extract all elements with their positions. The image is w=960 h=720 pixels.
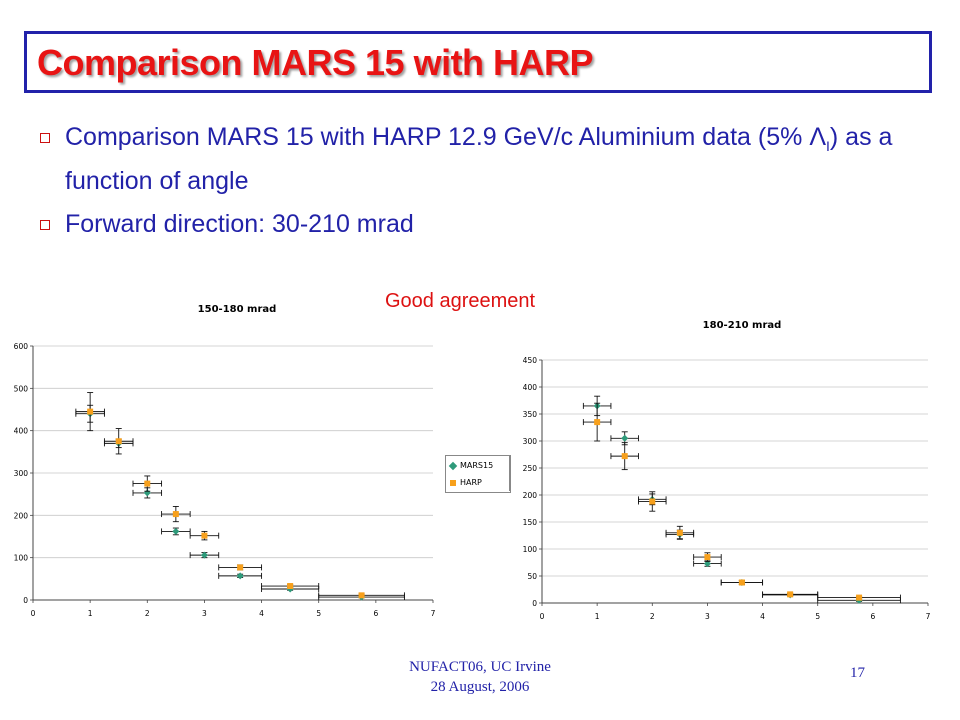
y-tick-label: 250 xyxy=(523,464,538,473)
x-tick-label: 7 xyxy=(926,612,931,621)
y-tick-label: 500 xyxy=(14,384,29,393)
x-tick-label: 4 xyxy=(760,612,765,621)
y-tick-label: 400 xyxy=(14,427,29,436)
y-tick-label: 0 xyxy=(532,599,537,608)
lambda-subscript: I xyxy=(826,138,830,154)
data-point-harp xyxy=(621,453,628,460)
data-point-mars15 xyxy=(236,572,244,580)
square-bullet-icon xyxy=(40,133,50,143)
y-tick-label: 200 xyxy=(14,511,29,520)
y-tick-label: 150 xyxy=(523,518,538,527)
bullet-list: Comparison MARS 15 with HARP 12.9 GeV/c … xyxy=(40,120,940,250)
data-point-harp xyxy=(237,564,244,571)
y-tick-label: 350 xyxy=(523,410,538,419)
y-tick-label: 300 xyxy=(14,469,29,478)
data-point-harp xyxy=(649,498,656,505)
data-point-harp xyxy=(115,438,122,445)
x-tick-label: 2 xyxy=(650,612,655,621)
slide-title: Comparison MARS 15 with HARP xyxy=(37,42,594,83)
data-point-harp xyxy=(201,532,208,539)
bullet-text-after: ) as a function of angle xyxy=(65,123,893,195)
data-point-harp xyxy=(172,511,179,518)
x-tick-label: 1 xyxy=(595,612,600,621)
y-tick-label: 0 xyxy=(23,596,28,605)
legend-label-mars15: MARS15 xyxy=(460,461,494,470)
data-point-harp xyxy=(738,579,745,586)
title-box: Comparison MARS 15 with HARP xyxy=(24,31,932,93)
data-point-harp xyxy=(287,583,294,590)
page-number: 17 xyxy=(850,665,865,681)
y-tick-label: 600 xyxy=(14,342,29,351)
data-point-harp xyxy=(787,591,794,598)
footer-date: 28 August, 2006 xyxy=(430,679,530,695)
y-tick-label: 450 xyxy=(523,356,538,365)
x-tick-label: 0 xyxy=(540,612,545,621)
footer-conference: NUFACT06, UC Irvine xyxy=(409,659,551,675)
bullet-item: Comparison MARS 15 with HARP 12.9 GeV/c … xyxy=(40,120,940,199)
square-bullet-icon xyxy=(40,220,50,230)
x-tick-label: 1 xyxy=(88,609,93,618)
legend-marker-harp xyxy=(450,480,456,486)
data-point-mars15 xyxy=(621,434,629,442)
x-tick-label: 2 xyxy=(145,609,150,618)
legend-divider xyxy=(509,455,512,491)
bullet-item: Forward direction: 30-210 mrad xyxy=(40,207,940,242)
chart-title: 180-210 mrad xyxy=(703,320,782,331)
x-tick-label: 6 xyxy=(373,609,378,618)
x-tick-label: 5 xyxy=(316,609,321,618)
y-tick-label: 50 xyxy=(527,572,537,581)
y-tick-label: 300 xyxy=(523,437,538,446)
data-point-harp xyxy=(87,408,94,415)
y-tick-label: 200 xyxy=(523,491,538,500)
x-tick-label: 0 xyxy=(31,609,36,618)
x-tick-label: 4 xyxy=(259,609,264,618)
data-point-harp xyxy=(856,594,863,601)
bullet-text: Forward direction: 30-210 mrad xyxy=(65,210,414,238)
x-tick-label: 6 xyxy=(870,612,875,621)
y-tick-label: 100 xyxy=(523,545,538,554)
legend-marker-mars15 xyxy=(448,461,458,471)
bullet-text-before: Comparison MARS 15 with HARP 12.9 GeV/c … xyxy=(65,123,810,151)
data-point-harp xyxy=(358,592,365,599)
footer: NUFACT06, UC Irvine 28 August, 2006 xyxy=(380,657,580,697)
data-point-harp xyxy=(676,529,683,536)
y-tick-label: 400 xyxy=(523,383,538,392)
data-point-mars15 xyxy=(200,551,208,559)
data-point-mars15 xyxy=(172,527,180,535)
legend-label-harp: HARP xyxy=(460,478,482,487)
chart-150-180: 150-180 mrad 0 100 200 300 400 500 600 0 1 2 3 4 5 6 7 xyxy=(14,304,436,618)
data-point-harp xyxy=(704,554,711,561)
x-tick-label: 3 xyxy=(202,609,207,618)
legend-item-harp: HARP xyxy=(446,476,510,490)
data-point-harp xyxy=(594,419,601,426)
good-agreement-annotation: Good agreement xyxy=(385,290,536,312)
x-tick-label: 7 xyxy=(431,609,436,618)
chart-title: 150-180 mrad xyxy=(198,304,277,315)
chart-180-210: 180-210 mrad 0 50 100 150 200 250 300 350 400 450 0… xyxy=(523,320,931,621)
chart-legend: MARS15 HARP xyxy=(445,455,511,493)
x-tick-label: 3 xyxy=(705,612,710,621)
legend-item-mars15: MARS15 xyxy=(446,459,510,473)
x-tick-label: 5 xyxy=(815,612,820,621)
lambda-symbol: Λ xyxy=(809,123,827,151)
y-tick-label: 100 xyxy=(14,554,29,563)
data-point-harp xyxy=(144,480,151,487)
